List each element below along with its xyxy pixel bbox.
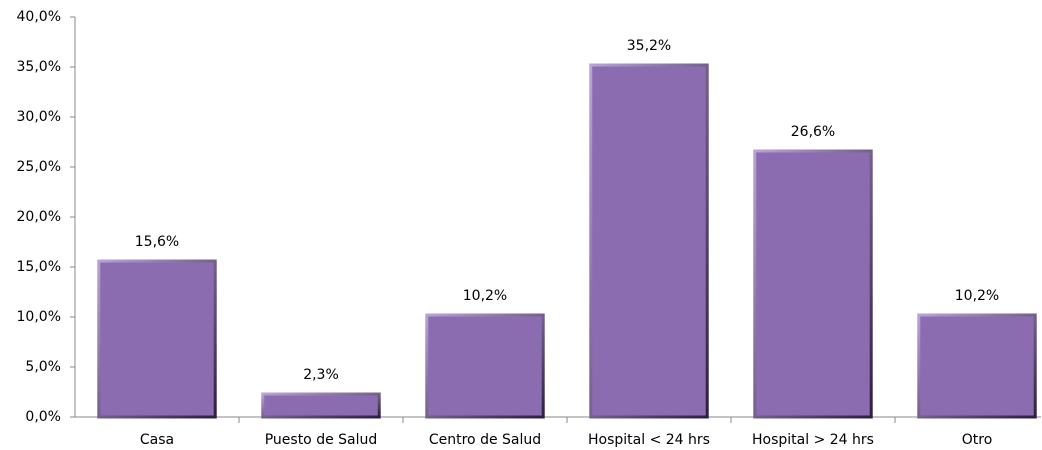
value-label: 15,6% <box>135 234 179 250</box>
bar <box>425 313 545 419</box>
y-tick-label: 20,0% <box>17 209 61 225</box>
y-tick-label: 40,0% <box>17 9 61 25</box>
y-tick-label: 15,0% <box>17 259 61 275</box>
x-tick-label: Otro <box>962 432 993 448</box>
x-tick-label: Casa <box>140 432 174 448</box>
x-tick-label: Hospital < 24 hrs <box>588 432 710 448</box>
value-label: 10,2% <box>955 288 999 304</box>
bar <box>97 259 217 419</box>
bar <box>753 149 873 419</box>
value-label: 26,6% <box>791 124 835 140</box>
bar <box>589 63 709 419</box>
value-label: 35,2% <box>627 38 671 54</box>
y-tick-label: 5,0% <box>25 359 61 375</box>
y-tick-label: 0,0% <box>25 409 61 425</box>
x-tick-label: Centro de Salud <box>429 432 541 448</box>
value-label: 2,3% <box>303 367 339 383</box>
y-tick-label: 30,0% <box>17 109 61 125</box>
value-label: 10,2% <box>463 288 507 304</box>
bar <box>917 313 1037 419</box>
x-tick-label: Puesto de Salud <box>265 432 378 448</box>
y-tick-label: 10,0% <box>17 309 61 325</box>
x-tick-label: Hospital > 24 hrs <box>752 432 874 448</box>
bar <box>261 392 381 419</box>
y-tick-label: 25,0% <box>17 159 61 175</box>
y-tick-label: 35,0% <box>17 59 61 75</box>
